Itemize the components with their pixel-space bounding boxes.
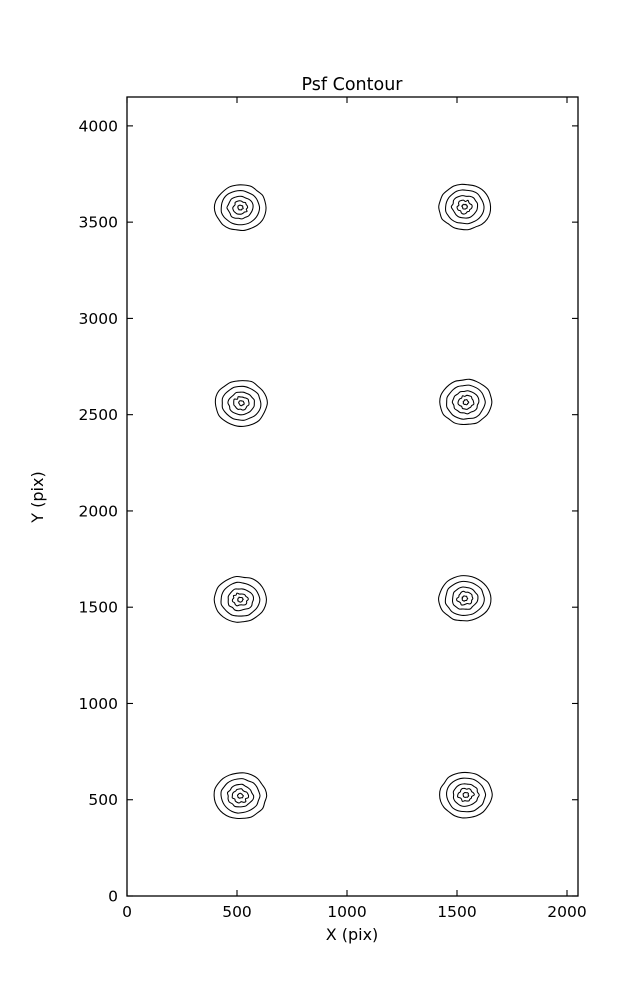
contour-level-2 [444,580,485,616]
contour-level-1 [213,772,268,820]
y-tick-label: 3000 [79,310,118,328]
contour-level-4 [456,590,474,606]
contour-level-1 [439,771,493,819]
x-axis-ticks: 0 500 1000 1500 2000 [122,97,587,921]
contour-level-4 [231,592,249,607]
contour-level-1 [213,184,267,232]
y-tick-label: 2500 [79,406,118,424]
psf-source-src-r4-c2 [439,771,493,819]
contour-level-2 [445,189,485,225]
contour-level-4 [457,394,475,410]
y-tick-label: 2000 [79,502,118,520]
contour-level-4 [233,396,250,411]
y-tick-label: 3500 [79,214,118,232]
contour-level-5 [462,399,470,406]
contour-level-3 [227,588,255,612]
y-axis-ticks: 0 500 1000 1500 2000 2500 3000 3500 4000 [79,117,578,906]
psf-source-src-r1-c1 [213,184,267,232]
psf-source-src-r2-c1 [214,380,268,427]
contour-level-3 [226,783,255,808]
contour-level-4 [456,787,475,802]
contour-level-2 [221,385,262,421]
y-tick-label: 1000 [79,695,118,713]
contour-level-2 [220,581,261,617]
contour-level-2 [220,190,261,226]
x-tick-label: 1500 [437,903,476,921]
contour-level-4 [456,199,473,215]
contour-level-3 [451,586,479,610]
contour-level-3 [451,390,480,415]
contour-level-5 [237,204,244,211]
psf-source-src-r1-c2 [438,183,492,231]
x-axis-label: X (pix) [326,925,379,944]
psf-source-src-r2-c2 [439,378,493,426]
contour-level-2 [446,384,486,420]
contour-level-5 [461,595,469,602]
contour-group [213,183,493,820]
contour-level-5 [461,203,468,210]
contour-level-3 [452,783,480,807]
y-tick-label: 500 [88,791,118,809]
y-tick-label: 0 [108,888,118,906]
contour-level-2 [446,777,487,813]
contour-level-3 [227,391,255,416]
contour-level-1 [214,380,268,427]
contour-level-1 [438,575,492,622]
x-tick-label: 0 [122,903,132,921]
x-tick-label: 500 [222,903,252,921]
plot-frame [126,96,579,897]
contour-level-2 [220,778,261,814]
contour-level-5 [238,400,245,407]
psf-source-src-r4-c1 [213,772,268,820]
contour-level-5 [236,792,244,799]
contour-level-1 [439,378,493,426]
contour-level-1 [438,183,492,231]
axes-frame [126,96,579,897]
contour-level-1 [213,575,267,623]
y-tick-label: 1500 [79,599,118,617]
contour-level-5 [462,791,470,798]
psf-source-src-r3-c1 [213,575,267,623]
page-title: Psf Contour [302,75,404,95]
contour-level-3 [226,195,254,220]
contour-level-4 [232,200,249,215]
contour-level-5 [237,596,244,603]
y-tick-label: 4000 [79,117,118,135]
x-tick-label: 2000 [547,903,586,921]
psf-source-src-r3-c2 [438,575,492,622]
x-tick-label: 1000 [327,903,366,921]
contour-level-4 [231,788,250,804]
y-axis-label: Y (pix) [28,471,47,523]
contour-level-3 [450,195,479,219]
